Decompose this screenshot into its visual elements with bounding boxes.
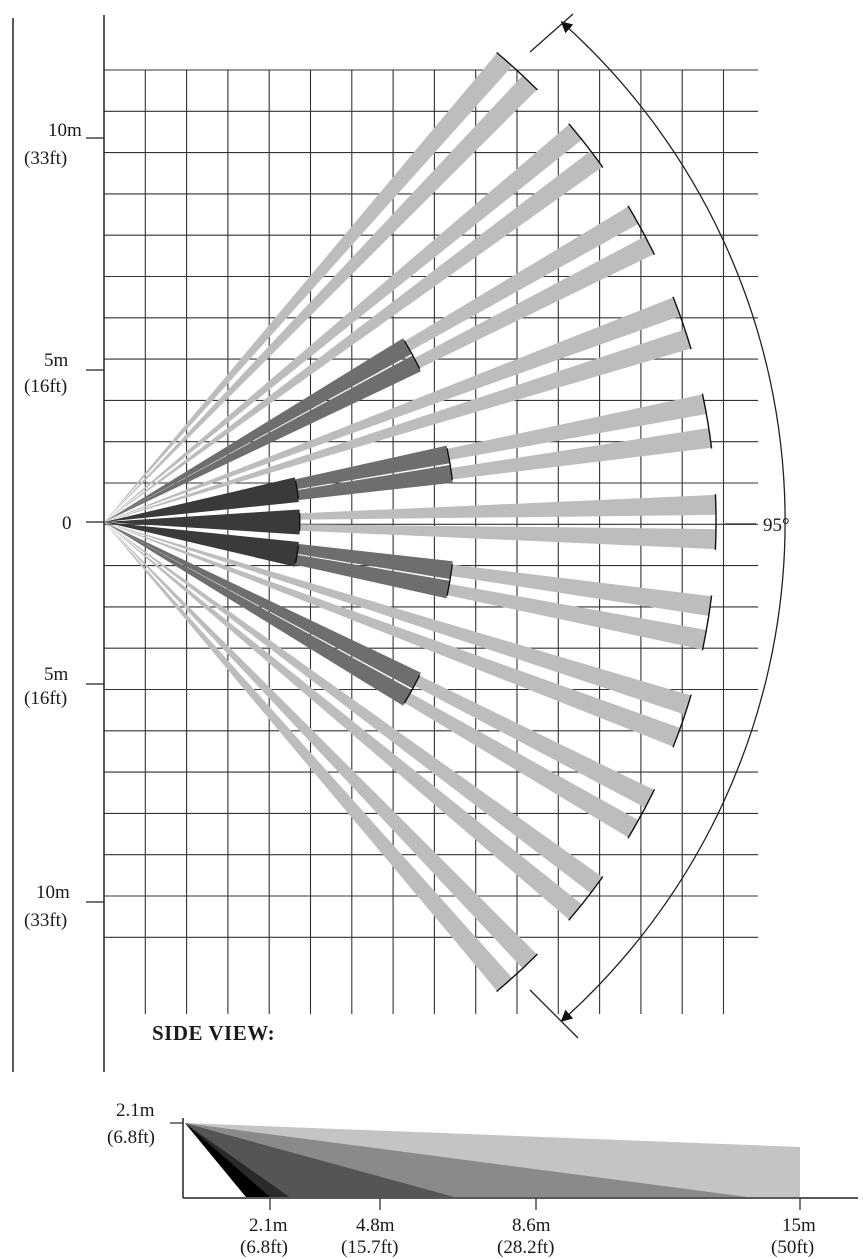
zone-end-cap xyxy=(672,694,692,748)
detection-zone-mid xyxy=(104,522,421,689)
y-label-16ft-bottom: (16ft) xyxy=(24,688,67,709)
zone-end-cap xyxy=(403,340,421,370)
detection-zone-long xyxy=(104,329,691,522)
distance-label-8.6m: 8.6m xyxy=(512,1215,551,1236)
detection-zone-long xyxy=(104,522,582,920)
side-zone-near xyxy=(185,1123,270,1197)
zone-end-cap xyxy=(714,494,717,550)
y-label-0: 0 xyxy=(62,513,72,534)
arc-end-tick-bottom xyxy=(529,989,579,1039)
y-label-5m-bottom: 5m xyxy=(44,664,69,685)
zone-end-cap xyxy=(701,393,713,449)
height-label-meters: 2.1m xyxy=(116,1100,155,1121)
detection-zone-long xyxy=(104,522,681,747)
distance-label-15m: 15m xyxy=(782,1215,816,1236)
coverage-angle-label: 95° xyxy=(763,515,790,536)
detection-zone-long xyxy=(104,522,513,992)
y-label-5m-top: 5m xyxy=(44,350,69,371)
zone-end-cap xyxy=(672,296,692,350)
side-view-title: SIDE VIEW: xyxy=(152,1021,275,1045)
detection-zone-short xyxy=(104,522,299,556)
zone-end-cap xyxy=(294,545,300,564)
y-label-10m-bottom: 10m xyxy=(36,882,70,903)
y-label-10m-top: 10m xyxy=(48,120,82,141)
detection-zone-mid xyxy=(104,522,413,706)
distance-label-6.8ft: (6.8ft) xyxy=(240,1237,288,1258)
detection-zone-long xyxy=(104,522,691,715)
detection-zone-short xyxy=(104,522,298,567)
zone-end-cap xyxy=(627,205,656,256)
distance-label-28.2ft: (28.2ft) xyxy=(497,1237,555,1258)
side-zone-4.8m xyxy=(185,1123,455,1197)
detection-zone-long xyxy=(104,297,681,522)
side-zone-8.6m xyxy=(185,1123,748,1197)
coverage-angle-indicator: 95° xyxy=(529,13,790,1039)
zone-end-cap xyxy=(627,788,656,839)
coverage-angle-arc xyxy=(560,21,786,1022)
zone-end-cap xyxy=(496,51,538,91)
distance-label-2.1m: 2.1m xyxy=(249,1215,288,1236)
arc-end-tick-top xyxy=(529,13,574,53)
y-label-33ft-bottom: (33ft) xyxy=(24,910,67,931)
detection-zone-long xyxy=(104,124,582,522)
detection-zone-short xyxy=(104,520,300,535)
side-zone-15m xyxy=(185,1123,800,1197)
zone-end-cap xyxy=(446,564,453,596)
detection-zone-mid xyxy=(104,355,421,522)
distance-label-50ft: (50ft) xyxy=(771,1237,814,1258)
detection-zone-long xyxy=(104,75,538,522)
detection-zone-long xyxy=(104,522,538,969)
zone-end-cap xyxy=(294,480,300,499)
detection-zone-long xyxy=(104,52,513,523)
y-label-33ft-top: (33ft) xyxy=(24,148,67,169)
zone-end-cap xyxy=(403,674,421,704)
detection-zone-mid xyxy=(104,338,413,522)
distance-label-4.8m: 4.8m xyxy=(356,1215,395,1236)
zone-end-cap xyxy=(446,448,453,480)
short-range-zones xyxy=(104,477,301,567)
zone-end-cap xyxy=(701,595,713,651)
height-label-feet: (6.8ft) xyxy=(107,1127,155,1148)
zone-end-cap xyxy=(496,953,538,993)
side-zone-2.1m xyxy=(185,1123,290,1197)
side-view-chart: 2.1m (6.8ft) 2.1m (6.8ft) 4.8m (15.7ft) … xyxy=(107,1100,858,1258)
distance-label-15.7ft: (15.7ft) xyxy=(341,1237,399,1258)
y-label-16ft-top: (16ft) xyxy=(24,376,67,397)
y-axis-labels: 10m (33ft) 5m (16ft) 0 5m (16ft) 10m (33… xyxy=(24,120,104,931)
detection-zone-long xyxy=(104,150,603,523)
detection-zone-short xyxy=(104,509,300,524)
detection-zone-short xyxy=(104,477,298,522)
detection-zone-long xyxy=(104,522,603,894)
